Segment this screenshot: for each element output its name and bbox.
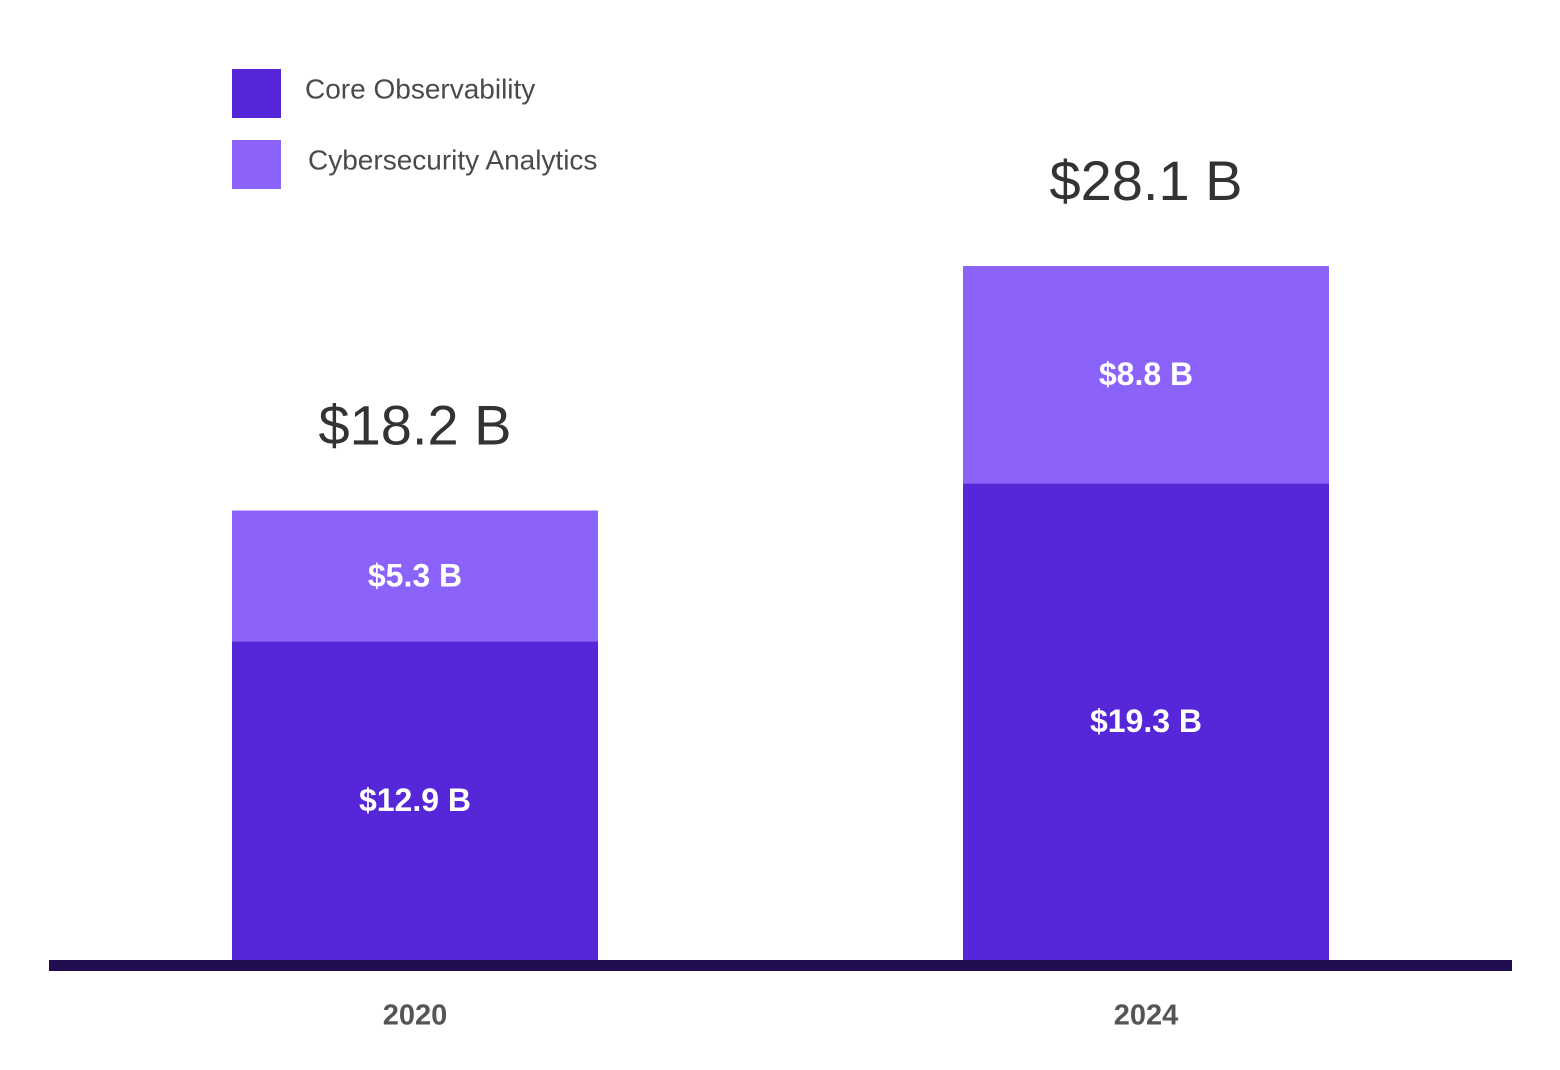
x-tick-label: 2024	[1114, 1000, 1179, 1032]
x-tick-label: 2020	[383, 1000, 448, 1032]
legend-label: Core Observability	[305, 73, 535, 104]
value-label: $8.8 B	[1099, 356, 1193, 392]
total-label: $18.2 B	[318, 393, 511, 456]
total-label: $28.1 B	[1049, 149, 1242, 212]
baseline	[49, 960, 1512, 971]
legend-swatch	[232, 69, 281, 118]
legend-label: Cybersecurity Analytics	[308, 144, 597, 175]
bar-segment	[963, 266, 1329, 484]
value-label: $5.3 B	[368, 557, 462, 593]
value-label: $19.3 B	[1090, 703, 1202, 739]
value-label: $12.9 B	[359, 782, 471, 818]
legend-swatch	[232, 140, 281, 189]
bar-segment	[963, 483, 1329, 960]
bar-segment	[232, 510, 598, 642]
bar-segment	[232, 641, 598, 960]
